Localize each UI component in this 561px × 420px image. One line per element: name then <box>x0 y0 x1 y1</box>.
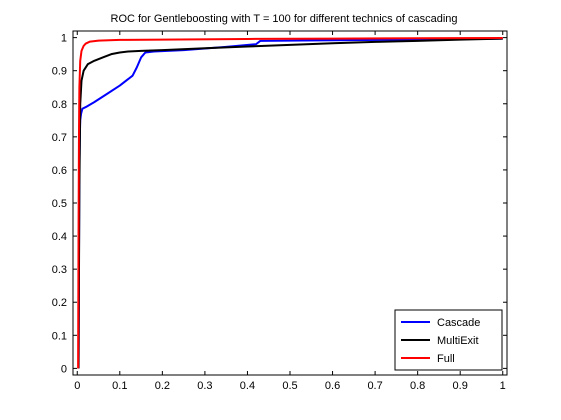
legend: Cascade MultiExit Full <box>394 309 503 371</box>
y-tick-label: 0 <box>61 363 67 375</box>
x-tick-label: 0.5 <box>282 380 297 392</box>
series-layer <box>77 36 503 369</box>
legend-label-multiexit: MultiExit <box>437 335 479 347</box>
x-tick-label: 0 <box>74 380 80 392</box>
series-line-full <box>77 36 503 369</box>
x-tick-label: 0.6 <box>325 380 340 392</box>
x-tick-label: 0.1 <box>112 380 127 392</box>
y-tick-label: 0.2 <box>52 297 67 309</box>
y-tick-label: 0.7 <box>52 132 67 144</box>
y-tick-label: 0.8 <box>52 99 67 111</box>
series-line-multiexit <box>77 37 503 369</box>
x-tick-label: 0.3 <box>197 380 212 392</box>
y-tick-label: 1 <box>61 33 67 45</box>
x-tick-label: 0.8 <box>410 380 425 392</box>
y-tick-label: 0.4 <box>52 231 67 243</box>
x-tick-label: 0.2 <box>155 380 170 392</box>
y-tick-label: 0.5 <box>52 198 67 210</box>
x-tick-label: 0.9 <box>453 380 468 392</box>
chart-title: ROC for Gentleboosting with T = 100 for … <box>111 13 458 25</box>
x-tick-label: 0.7 <box>367 380 382 392</box>
y-tick-label: 0.6 <box>52 165 67 177</box>
x-tick-label: 1 <box>500 380 506 392</box>
x-tick-label: 0.4 <box>240 380 255 392</box>
legend-label-cascade: Cascade <box>437 317 480 329</box>
y-tick-label: 0.3 <box>52 264 67 276</box>
y-tick-label: 0.1 <box>52 330 67 342</box>
legend-label-full: Full <box>437 353 455 365</box>
axes-layer: 0 0.1 0.2 0.3 0.4 0.5 0.6 0.7 0.8 0.9 1 0 0.1 0.2 0.3 0… <box>52 30 508 392</box>
y-tick-label: 0.9 <box>52 66 67 78</box>
